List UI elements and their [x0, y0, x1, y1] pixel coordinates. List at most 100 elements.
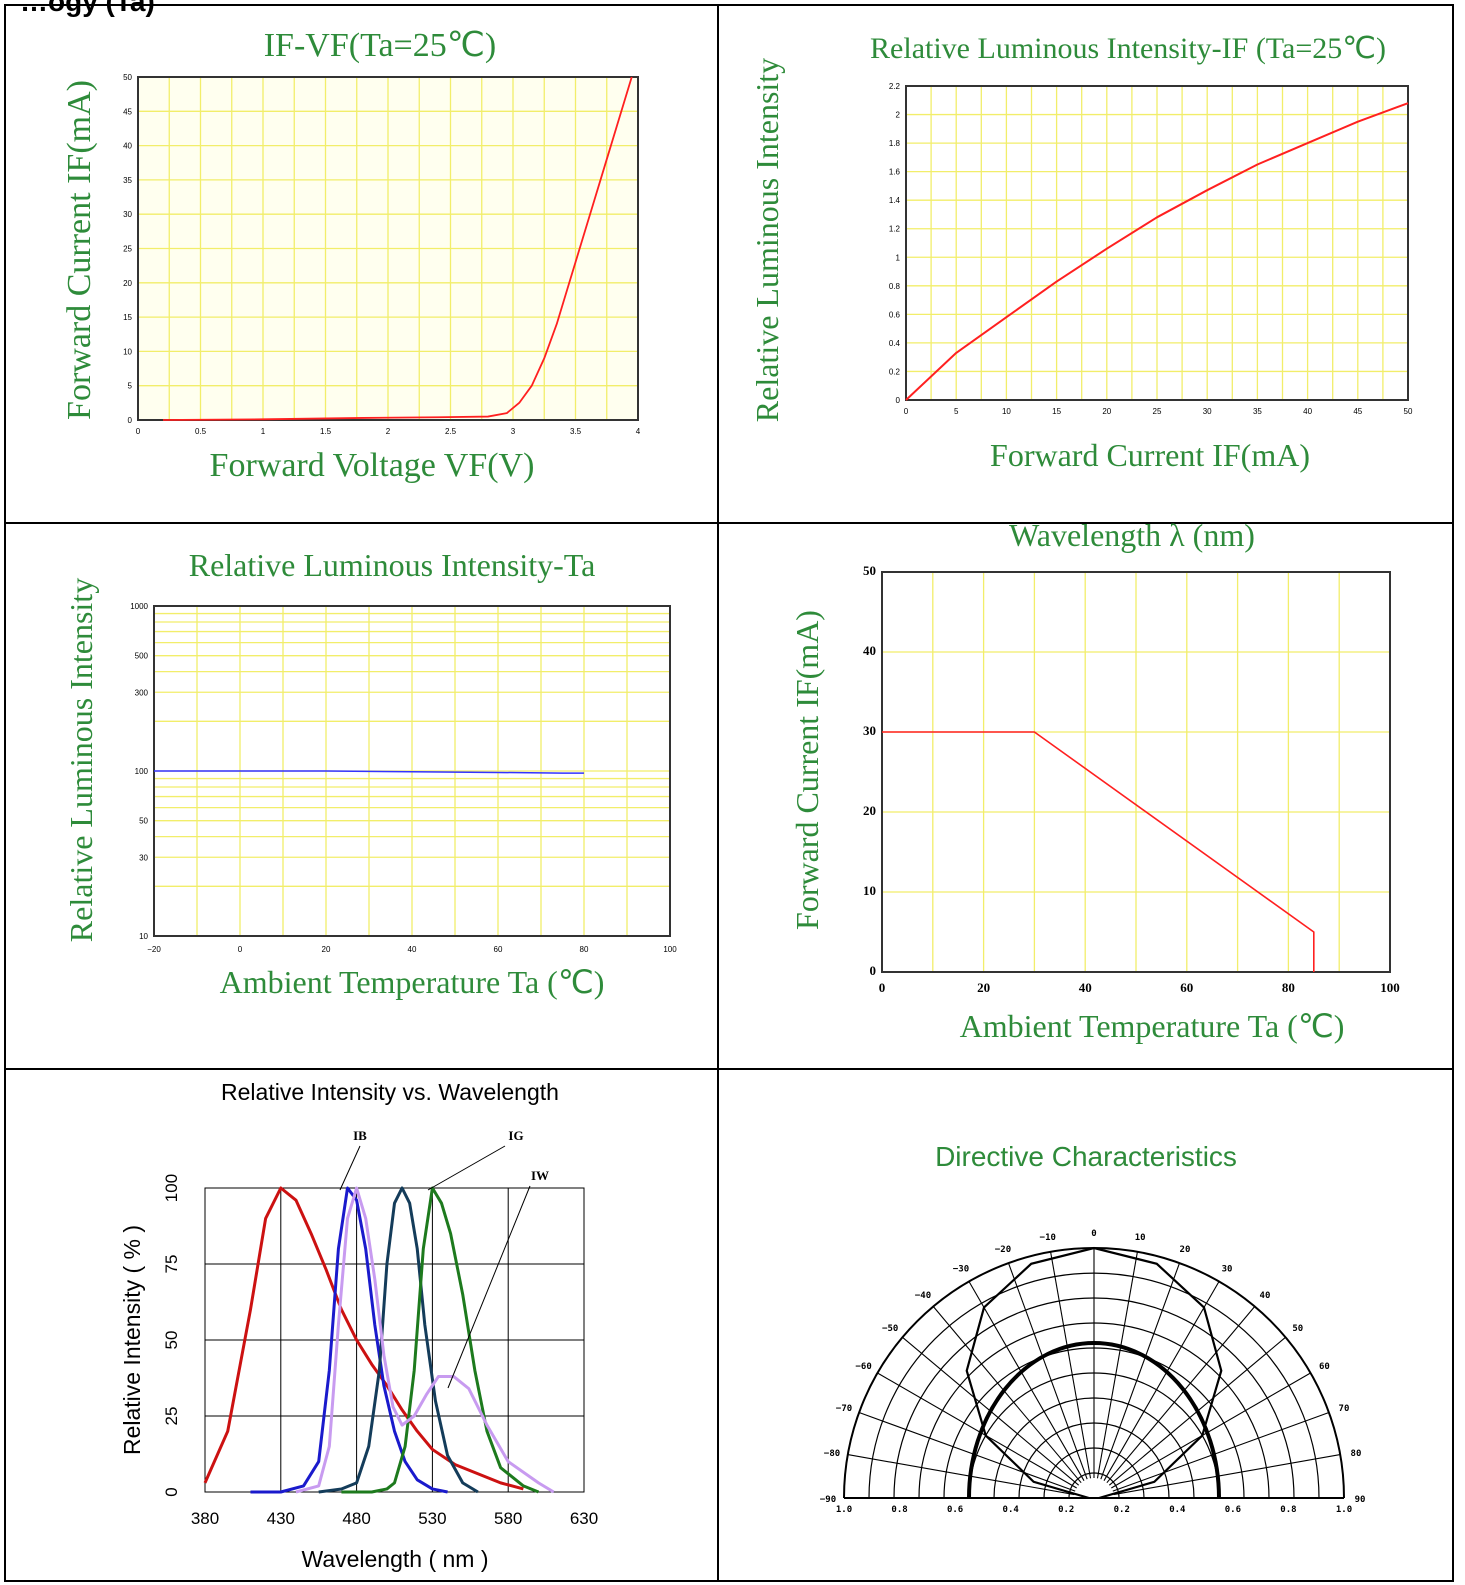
series-callout-ig: IG	[508, 1128, 523, 1143]
x-tick-label: 0	[879, 980, 886, 995]
chart-3: −20 0 20 40 60 80 100 10 30 50 100 300 500 1000 Relati…	[63, 547, 677, 1000]
radial-tick-label: 0.4	[1003, 1505, 1020, 1515]
x-tick-label: 380	[191, 1509, 219, 1528]
y-tick-label: 0	[162, 1487, 181, 1496]
x-tick-label: −20	[147, 945, 161, 954]
table-divider-vertical	[717, 4, 719, 1582]
x-axis-label: Wavelength ( nm )	[301, 1546, 488, 1572]
y-tick-label: 100	[162, 1174, 181, 1202]
y-tick-label: 1.6	[889, 168, 901, 177]
x-tick-label: 80	[1282, 980, 1295, 995]
y-tick-label: 50	[162, 1331, 181, 1350]
angle-label: 40	[1260, 1291, 1271, 1301]
table-divider-row2	[4, 1068, 1454, 1070]
chart-title: IF-VF(Ta=25℃)	[264, 27, 497, 64]
x-tick-label: 100	[663, 945, 677, 954]
x-tick-label: 430	[267, 1509, 295, 1528]
angle-label: −30	[953, 1265, 969, 1275]
chart-4: 0 20 40 60 80 100 0 10 20 30 40 50 Wavelength λ (nm)…	[789, 517, 1400, 1044]
polar-spoke	[1103, 1281, 1220, 1481]
x-tick-label: 100	[1380, 980, 1400, 995]
y-tick-label: 300	[135, 688, 149, 697]
angle-label: 10	[1135, 1233, 1146, 1243]
angle-label: 80	[1351, 1449, 1362, 1459]
chart-title: Relative Luminous Intensity-Ta	[189, 547, 596, 583]
x-tick-label: 40	[1079, 980, 1092, 995]
y-tick-label: 2	[896, 111, 901, 120]
series-line	[965, 1246, 1223, 1500]
x-tick-label: 630	[570, 1509, 598, 1528]
x-axis-label: Forward Voltage VF(V)	[210, 447, 535, 484]
x-tick-label: 580	[494, 1509, 522, 1528]
x-axis-label: Ambient Temperature Ta (℃)	[220, 964, 605, 1000]
x-tick-label: 25	[1153, 407, 1162, 416]
chart-title: Relative Intensity vs. Wavelength	[221, 1079, 559, 1105]
y-tick-label: 0	[128, 416, 133, 425]
y-tick-label: 25	[162, 1407, 181, 1426]
radial-tick-label: 0.6	[1225, 1505, 1241, 1515]
series-line	[318, 1186, 479, 1494]
x-tick-label: 0	[238, 945, 243, 954]
x-tick-label: 2.5	[445, 427, 457, 436]
y-tick-label: 500	[135, 652, 149, 661]
polar-spoke	[858, 1411, 1076, 1492]
angle-label: −60	[856, 1362, 872, 1372]
x-tick-label: 20	[977, 980, 990, 995]
angle-label: −70	[836, 1404, 852, 1414]
x-tick-label: 45	[1353, 407, 1362, 416]
radial-tick-label: 0.4	[1169, 1505, 1186, 1515]
series-line	[882, 731, 1315, 972]
y-axis-label: Forward Current IF(mA)	[61, 80, 98, 420]
radial-tick-label: 0.2	[1058, 1505, 1074, 1515]
x-tick-label: 30	[1203, 407, 1212, 416]
chart-title: Relative Luminous Intensity-IF (Ta=25℃)	[870, 32, 1386, 65]
y-tick-label: 100	[135, 767, 149, 776]
y-tick-label: 10	[863, 883, 876, 898]
polar-spoke	[1100, 1262, 1181, 1480]
series-callout-ib: IB	[353, 1128, 367, 1143]
radial-tick-label: 0.8	[1280, 1505, 1296, 1515]
x-tick-label: 40	[1303, 407, 1312, 416]
angle-label: −20	[995, 1245, 1011, 1255]
angle-label: 20	[1180, 1245, 1191, 1255]
x-tick-label: 3	[511, 427, 516, 436]
x-tick-label: 0.5	[195, 427, 207, 436]
table-frame	[4, 4, 1454, 1582]
y-tick-label: 20	[863, 803, 876, 818]
polar-spoke	[1111, 1372, 1311, 1489]
y-tick-label: 0.8	[889, 282, 901, 291]
x-tick-label: 2	[386, 427, 391, 436]
y-axis-label: Relative Luminous Intensity	[749, 58, 785, 422]
radial-tick-label: 0.8	[891, 1505, 907, 1515]
radial-tick-label: 1.0	[1336, 1505, 1352, 1515]
x-tick-label: 60	[1180, 980, 1193, 995]
y-tick-label: 30	[139, 853, 148, 862]
chart-1: 0 0.5 1 1.5 2 2.5 3 3.5 405101520253035404550IF-…	[61, 27, 641, 484]
y-tick-label: 1	[896, 253, 901, 262]
radial-tick-label: 0.2	[1114, 1505, 1130, 1515]
table-divider-row1	[4, 522, 1454, 524]
angle-label: −90	[820, 1495, 836, 1505]
y-tick-label: 0.6	[889, 310, 901, 319]
series-line	[162, 76, 633, 421]
y-tick-label: 0	[896, 396, 901, 405]
y-tick-label: 50	[139, 817, 148, 826]
angle-label: −40	[915, 1291, 931, 1301]
polar-spoke	[1007, 1262, 1088, 1480]
x-tick-label: 50	[1404, 407, 1413, 416]
y-tick-label: 20	[123, 279, 132, 288]
x-tick-label: 1	[261, 427, 266, 436]
y-tick-label: 10	[123, 347, 132, 356]
y-tick-label: 40	[123, 142, 132, 151]
y-tick-label: 25	[123, 245, 132, 254]
series-line	[295, 1186, 555, 1494]
x-axis-label: Ambient Temperature Ta (℃)	[960, 1008, 1345, 1044]
y-tick-label: 30	[863, 723, 876, 738]
x-tick-label: 3.5	[570, 427, 582, 436]
series-line	[250, 1186, 448, 1494]
chart-5: 380 430 480 530 580 630 0 25 50 75 100 Relative Int…	[119, 1079, 598, 1572]
angle-label: −80	[824, 1449, 840, 1459]
angle-label: −10	[1040, 1233, 1056, 1243]
y-tick-label: 1.4	[889, 196, 901, 205]
